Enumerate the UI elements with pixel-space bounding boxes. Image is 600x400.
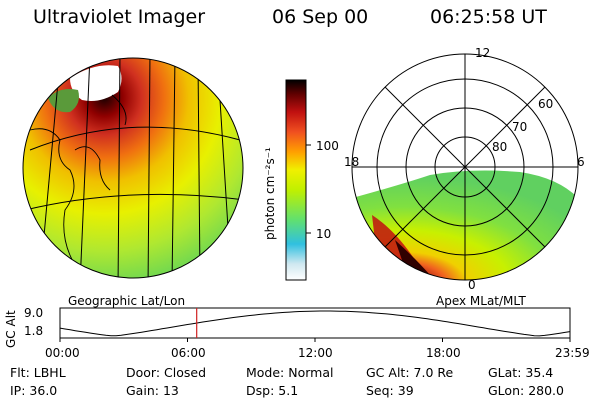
altitude-ylabel: GC Alt: [4, 310, 18, 348]
info-ip: IP: 36.0: [10, 383, 58, 398]
mlat-label-70: 70: [512, 120, 528, 134]
info-gc-alt: GC Alt: 7.0 Re: [366, 365, 454, 380]
mlt-label-6: 6: [577, 155, 585, 169]
altitude-ticks: [59, 338, 571, 342]
xtick-1200: 12:00: [298, 346, 333, 360]
altitude-curve: [59, 310, 571, 337]
info-door: Door: Closed: [126, 365, 207, 380]
mlat-label-60: 60: [538, 97, 554, 111]
xtick-0000: 00:00: [45, 346, 80, 360]
info-flt: Flt: LBHL: [10, 365, 66, 380]
colorbar-tick-100: 100: [316, 139, 339, 153]
instrument-title: Ultraviolet Imager: [33, 6, 206, 28]
xtick-0600: 06:00: [171, 346, 206, 360]
info-glat: GLat: 35.4: [488, 365, 554, 380]
date-label: 06 Sep 00: [272, 6, 369, 28]
mlt-label-12: 12: [475, 46, 491, 60]
mlat-label-80: 80: [492, 140, 508, 154]
mlt-label-0: 0: [468, 278, 476, 292]
info-mode: Mode: Normal: [246, 365, 334, 380]
info-glon: GLon: 280.0: [488, 383, 564, 398]
altitude-plot: [59, 307, 571, 342]
mlt-label-18: 18: [344, 155, 360, 169]
info-gain: Gain: 13: [126, 383, 179, 398]
info-seq: Seq: 39: [366, 383, 414, 398]
colorbar-scale: [285, 79, 307, 281]
geo-grid: [24, 58, 243, 278]
globe-disk: [23, 58, 243, 278]
xtick-2359: 23:59: [555, 346, 590, 360]
altitude-ytick-top: 9.0: [24, 306, 44, 320]
info-dsp: Dsp: 5.1: [246, 383, 299, 398]
mlt-lines: [352, 54, 578, 280]
right-panel-caption: Apex MLat/MLT: [436, 294, 526, 308]
time-label: 06:25:58 UT: [430, 6, 547, 28]
colorbar-unit-label: photon cm⁻²s⁻¹: [263, 147, 277, 240]
colorbar: [285, 79, 311, 281]
altitude-ytick-bottom: 1.8: [24, 324, 44, 338]
magnetic-polar-plot: [351, 53, 579, 281]
saturated-region: [70, 65, 122, 101]
xtick-1800: 18:00: [426, 346, 461, 360]
geographic-globe: [22, 57, 244, 279]
colorbar-tick-10: 10: [316, 227, 332, 241]
left-panel-caption: Geographic Lat/Lon: [68, 294, 186, 308]
